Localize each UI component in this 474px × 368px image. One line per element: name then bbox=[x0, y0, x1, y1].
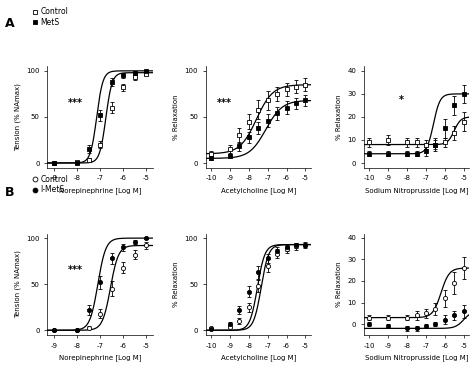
Text: ***: *** bbox=[67, 98, 82, 108]
Y-axis label: Tension (% NAmax): Tension (% NAmax) bbox=[14, 83, 21, 151]
Legend: Control, MetS: Control, MetS bbox=[32, 7, 69, 27]
Y-axis label: Tension (% NAmax): Tension (% NAmax) bbox=[14, 250, 21, 318]
Y-axis label: % Relaxation: % Relaxation bbox=[336, 261, 342, 307]
X-axis label: Norepinephrine [Log M]: Norepinephrine [Log M] bbox=[59, 354, 141, 361]
X-axis label: Acetylcholine [Log M]: Acetylcholine [Log M] bbox=[220, 187, 296, 194]
X-axis label: Norepinephrine [Log M]: Norepinephrine [Log M] bbox=[59, 187, 141, 194]
Legend: Control, I-MetS: Control, I-MetS bbox=[32, 175, 69, 194]
Y-axis label: % Relaxation: % Relaxation bbox=[173, 261, 179, 307]
Text: ***: *** bbox=[217, 98, 232, 108]
X-axis label: Sodium Nitroprusside [Log M]: Sodium Nitroprusside [Log M] bbox=[365, 187, 468, 194]
X-axis label: Sodium Nitroprusside [Log M]: Sodium Nitroprusside [Log M] bbox=[365, 354, 468, 361]
Text: ***: *** bbox=[67, 265, 82, 275]
Y-axis label: % Relaxation: % Relaxation bbox=[173, 94, 179, 140]
Text: A: A bbox=[5, 17, 14, 29]
X-axis label: Acetylcholine [Log M]: Acetylcholine [Log M] bbox=[220, 354, 296, 361]
Text: *: * bbox=[399, 95, 404, 105]
Y-axis label: % Relaxation: % Relaxation bbox=[336, 94, 342, 140]
Text: B: B bbox=[5, 186, 14, 199]
